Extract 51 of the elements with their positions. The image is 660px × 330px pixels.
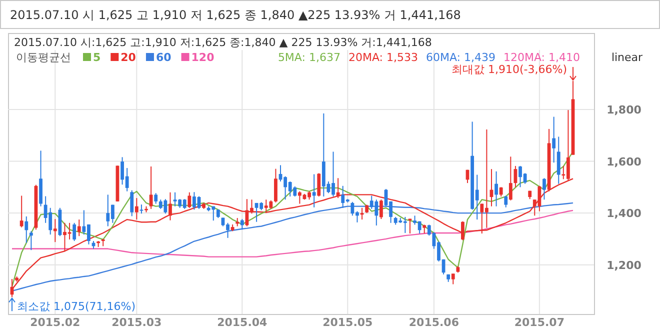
x-tick-label: 2015.03 bbox=[112, 316, 162, 329]
candlestick bbox=[72, 222, 76, 242]
candlestick bbox=[451, 273, 455, 285]
annotation: 20MA: 1,533 bbox=[348, 51, 418, 64]
candlestick bbox=[188, 192, 192, 208]
legend-label: 120 bbox=[191, 51, 215, 64]
y-tick-label: 1,800 bbox=[606, 104, 642, 117]
annotation: 최대값 1,910(-3,66%) bbox=[452, 63, 567, 76]
candlestick bbox=[461, 220, 464, 241]
candlestick bbox=[29, 230, 33, 251]
candlestick bbox=[542, 178, 546, 200]
candlestick bbox=[494, 170, 498, 207]
text: linear bbox=[611, 51, 644, 64]
candlestick bbox=[77, 219, 81, 237]
legend-label: 60 bbox=[156, 51, 172, 64]
chart-title: 2015.07.10 시 1,625 고 1,910 저 1,625 종 1,840 ▲225 13.93% 거 1,441,168 bbox=[10, 8, 461, 22]
annotation: 최소값 1,075(71,16%) bbox=[17, 300, 136, 314]
x-tick-label: 2015.04 bbox=[217, 316, 268, 329]
candlestick bbox=[24, 216, 28, 244]
candlestick bbox=[317, 172, 321, 197]
candlestick bbox=[274, 168, 278, 203]
y-tick-label: 1,400 bbox=[606, 207, 642, 220]
candlestick bbox=[130, 190, 134, 217]
annotation: 120MA: 1,410 bbox=[503, 51, 580, 64]
candlestick bbox=[20, 195, 24, 228]
candlestick bbox=[508, 156, 512, 201]
legend-title: 이동평균선 bbox=[16, 51, 71, 64]
legend-label: 5 bbox=[93, 51, 101, 64]
legend-label: 20 bbox=[120, 51, 136, 64]
candlestick bbox=[240, 218, 244, 230]
chart-subtitle: 2015.07.10 시:1,625 고:1,910 저:1,625 종:1,840 ▲ 225 13.93% 거:1,441,168 bbox=[14, 36, 432, 49]
candlestick bbox=[380, 199, 383, 220]
x-tick-label: 2015.06 bbox=[408, 316, 460, 329]
candlestick bbox=[556, 136, 560, 184]
candlestick bbox=[499, 186, 503, 197]
candlestick bbox=[312, 174, 316, 208]
x-tick-label: 2015.07 bbox=[514, 316, 564, 329]
candlestick bbox=[504, 195, 508, 208]
candlestick bbox=[134, 198, 138, 220]
candlestick bbox=[552, 116, 556, 164]
annotation: 60MA: 1,439 bbox=[426, 51, 496, 64]
annotation: 5MA: 1,637 bbox=[278, 51, 340, 64]
x-tick-label: 2015.05 bbox=[322, 316, 373, 329]
candlestick bbox=[154, 192, 158, 204]
y-tick-label: 1,200 bbox=[606, 258, 642, 272]
candlestick bbox=[168, 192, 172, 221]
x-tick-label: 2015.02 bbox=[30, 316, 80, 329]
candlestick bbox=[149, 166, 153, 210]
y-tick-label: 1,600 bbox=[606, 155, 642, 168]
line-series bbox=[11, 210, 574, 258]
candlestick bbox=[53, 218, 57, 243]
